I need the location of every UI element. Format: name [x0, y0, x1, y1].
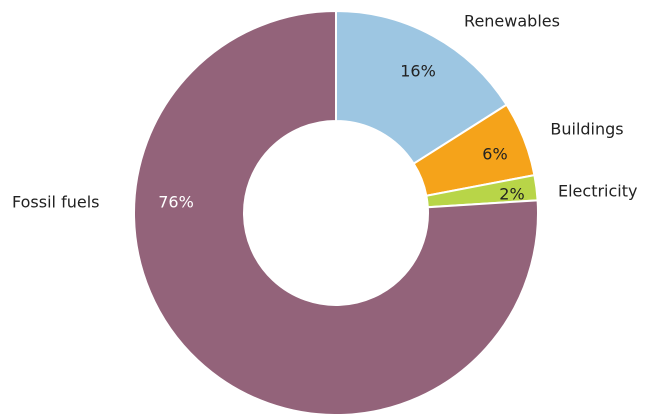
- slice-label: Buildings: [550, 120, 623, 139]
- value-label: 76%: [158, 193, 194, 212]
- donut-slice: [133, 9, 539, 414]
- value-label: 16%: [400, 62, 436, 81]
- value-label: 6%: [482, 145, 507, 164]
- value-label: 2%: [499, 185, 524, 204]
- slice-label: Electricity: [558, 182, 637, 201]
- donut-slice: [335, 9, 508, 166]
- slice-label: Renewables: [464, 12, 560, 31]
- slice-label: Fossil fuels: [12, 193, 99, 212]
